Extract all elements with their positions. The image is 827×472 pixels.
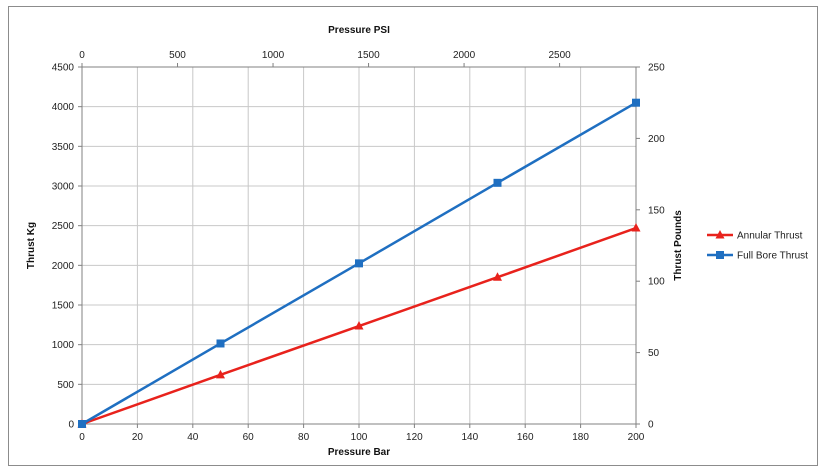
legend-label: Full Bore Thrust xyxy=(737,251,808,262)
series-full-bore-thrust xyxy=(78,98,640,428)
x-bottom-tick-label: 0 xyxy=(79,432,85,443)
data-point xyxy=(216,369,225,379)
y-right-tick-label: 0 xyxy=(648,420,654,431)
data-point xyxy=(493,272,502,281)
x-top-tick-label: 0 xyxy=(79,50,85,61)
x-bottom-tick-label: 40 xyxy=(187,432,199,443)
legend-swatch-marker xyxy=(715,230,725,239)
y-left-tick-label: 2500 xyxy=(52,221,75,232)
data-point xyxy=(216,339,225,348)
legend: Annular Thrust Full Bore Thrust xyxy=(707,230,808,262)
y-left-tick-label: 2000 xyxy=(52,261,75,272)
data-point xyxy=(632,98,640,107)
x-axis-title-top: Pressure PSI xyxy=(328,25,390,36)
x-bottom-tick-label: 60 xyxy=(243,432,255,443)
data-point xyxy=(78,420,86,428)
x-top-tick-label: 1000 xyxy=(262,50,285,61)
x-bottom-tick-label: 120 xyxy=(406,432,423,443)
data-point xyxy=(631,223,641,232)
y-right-tick-label: 150 xyxy=(648,205,665,216)
data-point xyxy=(493,178,502,187)
x-top-tick-label: 2500 xyxy=(548,50,571,61)
y-left-tick-label: 3500 xyxy=(52,142,75,153)
x-top-tick-label: 1500 xyxy=(357,50,380,61)
x-top-tick-label: 500 xyxy=(169,50,186,61)
x-top-tick-label: 2000 xyxy=(453,50,476,61)
data-point xyxy=(354,321,364,330)
gridlines xyxy=(81,66,637,425)
y-left-tick-label: 0 xyxy=(68,420,74,431)
y-right-tick-label: 50 xyxy=(648,348,660,359)
x-bottom-tick-label: 100 xyxy=(351,432,368,443)
y-right-tick-label: 200 xyxy=(648,134,665,145)
x-bottom-tick-label: 140 xyxy=(461,432,478,443)
x-axis-title-bottom: Pressure Bar xyxy=(328,447,390,458)
legend-swatch-marker xyxy=(716,251,724,259)
data-point xyxy=(355,259,363,268)
legend-item: Annular Thrust xyxy=(707,230,803,242)
y-axis-title-left: Thrust Kg xyxy=(26,222,37,269)
y-right-tick-label: 100 xyxy=(648,277,665,288)
y-left-tick-label: 4000 xyxy=(52,102,75,113)
legend-item: Full Bore Thrust xyxy=(707,251,808,262)
x-bottom-tick-label: 180 xyxy=(572,432,589,443)
chart-frame: 0 500 1000 1500 2000 2500 3000 3500 4000 4500 0 20 4… xyxy=(8,6,818,466)
x-bottom-tick-label: 80 xyxy=(298,432,310,443)
legend-label: Annular Thrust xyxy=(737,231,803,242)
y-left-tick-label: 500 xyxy=(57,380,74,391)
y-left-tick-label: 1000 xyxy=(52,340,75,351)
series xyxy=(77,98,641,428)
y-left-tick-label: 3000 xyxy=(52,182,75,193)
y-left-tick-label: 4500 xyxy=(52,63,75,74)
y-axis-title-right: Thrust Pounds xyxy=(673,210,684,281)
y-left-tick-label: 1500 xyxy=(52,301,75,312)
y-right-tick-label: 250 xyxy=(648,63,665,74)
x-bottom-tick-label: 20 xyxy=(132,432,144,443)
x-bottom-tick-label: 200 xyxy=(628,432,645,443)
x-bottom-tick-label: 160 xyxy=(517,432,534,443)
